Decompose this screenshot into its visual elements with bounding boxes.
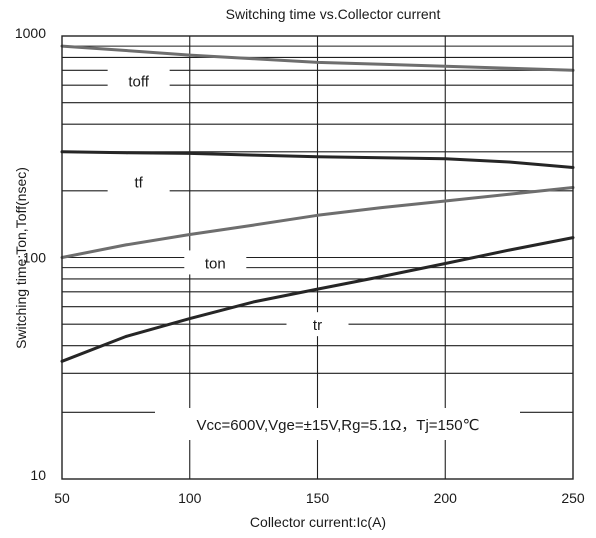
- y-axis-label: Switching time:Ton,Toff(nsec): [13, 167, 29, 349]
- annotation-group: Vcc=600V,Vge=±15V,Rg=5.1Ω，Tj=150℃: [155, 408, 520, 440]
- x-axis-label: Collector current:Ic(A): [250, 514, 386, 530]
- series-label-background-tf: [107, 169, 170, 194]
- series-label-tr: tr: [313, 317, 322, 334]
- y-tick-label: 10: [30, 467, 46, 483]
- series-line-tr: [60, 236, 575, 363]
- x-tick-labels: 50 100 150 200 250: [54, 490, 585, 506]
- x-tick-label: 150: [306, 490, 330, 506]
- series-label-tf: tf: [134, 175, 143, 192]
- series-label-background-ton: [184, 250, 247, 275]
- y-tick-label: 100: [23, 250, 47, 266]
- annotation-conditions: Vcc=600V,Vge=±15V,Rg=5.1Ω，Tj=150℃: [197, 417, 480, 434]
- series-labels: toff tf ton tr: [107, 68, 349, 337]
- x-tick-label: 250: [561, 490, 585, 506]
- annotation-background: [155, 408, 520, 440]
- series-label-background-toff: [107, 68, 170, 93]
- y-tick-label: 1000: [15, 25, 46, 41]
- plot-frame: [61, 35, 574, 480]
- y-tick-labels: 10 100 1000: [15, 25, 46, 483]
- series-label-background-tr: [286, 312, 349, 337]
- series-line-tf: [60, 150, 575, 169]
- series-label-toff: toff: [128, 73, 149, 90]
- chart-title: Switching time vs.Collector current: [226, 6, 441, 22]
- x-tick-label: 50: [54, 490, 70, 506]
- series-lines: [60, 44, 575, 363]
- x-tick-label: 200: [434, 490, 458, 506]
- series-line-toff: [60, 44, 575, 72]
- series-label-ton: ton: [205, 255, 226, 272]
- x-tick-label: 100: [178, 490, 202, 506]
- series-line-ton: [60, 186, 575, 259]
